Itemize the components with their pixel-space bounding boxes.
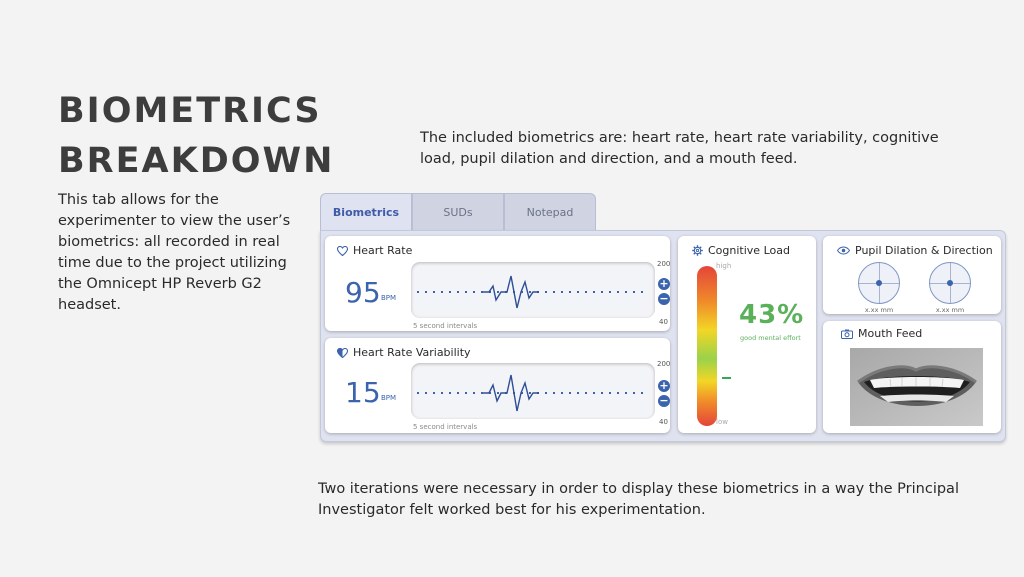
- hrv-graph: [411, 363, 655, 419]
- page-title: BIOMETRICS BREAKDOWN: [58, 86, 334, 186]
- cognitive-load-title: Cognitive Load: [692, 244, 790, 257]
- left-description: This tab allows for the experimenter to …: [58, 192, 291, 313]
- tab-notepad-label: Notepad: [526, 206, 574, 219]
- cognitive-load-state: good mental effort: [740, 334, 801, 342]
- cognitive-load-percent: 43%: [739, 300, 805, 330]
- left-pupil-indicator: [858, 262, 900, 304]
- camera-icon: [841, 329, 853, 339]
- hrv-zoom-out-button[interactable]: −: [658, 394, 670, 407]
- hrv-value: 15: [345, 376, 381, 409]
- cognitive-load-label: Cognitive Load: [708, 244, 790, 257]
- page-title-line2: BREAKDOWN: [58, 141, 335, 181]
- right-pupil-dot: [947, 280, 953, 286]
- heart-rate-waveform: [417, 275, 649, 309]
- tab-biometrics[interactable]: Biometrics: [320, 193, 412, 231]
- hrv-zoom-in-button[interactable]: +: [658, 379, 670, 392]
- pupil-label: Pupil Dilation & Direction: [855, 244, 993, 257]
- cognitive-load-card: Cognitive Load high low 43% good mental …: [678, 236, 816, 433]
- biometrics-panel: Heart Rate 95 BPM 200 40 + − 5 second in…: [320, 230, 1006, 442]
- left-pupil-value: x.xx mm: [864, 306, 894, 314]
- right-pupil-value: x.xx mm: [935, 306, 965, 314]
- page-title-line1: BIOMETRICS: [58, 91, 322, 131]
- gauge-low-label: low: [716, 418, 728, 426]
- tab-suds-label: SUDs: [443, 206, 473, 219]
- gear-icon: [692, 245, 703, 256]
- heart-rate-label: Heart Rate: [353, 244, 413, 257]
- hrv-unit: BPM: [381, 394, 397, 402]
- hrv-waveform: [417, 374, 649, 412]
- heart-rate-scale-max: 200: [657, 260, 671, 268]
- top-description: The included biometrics are: heart rate,…: [420, 130, 939, 167]
- hrv-interval-label: 5 second intervals: [413, 423, 478, 431]
- mouth-feed-card: Mouth Feed: [823, 321, 1001, 433]
- heart-rate-title: Heart Rate: [337, 244, 412, 257]
- bottom-description: Two iterations were necessary in order t…: [318, 481, 959, 518]
- hrv-label: Heart Rate Variability: [353, 346, 471, 359]
- heart-rate-graph: [411, 262, 655, 318]
- mouth-feed-title: Mouth Feed: [841, 327, 922, 340]
- right-pupil-indicator: [929, 262, 971, 304]
- left-pupil-dot: [876, 280, 882, 286]
- heart-rate-zoom-in-button[interactable]: +: [658, 277, 670, 290]
- eye-icon: [837, 246, 850, 255]
- heart-rate-value: 95: [345, 276, 381, 309]
- mouth-feed-video: [850, 348, 983, 426]
- hrv-card: Heart Rate Variability 15 BPM 200 40 + −…: [325, 338, 670, 433]
- heart-rate-unit: BPM: [381, 294, 397, 302]
- tab-notepad[interactable]: Notepad: [504, 193, 596, 231]
- tab-biometrics-label: Biometrics: [332, 206, 400, 219]
- cognitive-load-gauge: [697, 266, 717, 426]
- heart-rate-interval-label: 5 second intervals: [413, 322, 478, 330]
- heart-rate-card: Heart Rate 95 BPM 200 40 + − 5 second in…: [325, 236, 670, 331]
- gauge-level-marker: [722, 377, 731, 380]
- heart-half-icon: [337, 347, 348, 358]
- heart-outline-icon: [337, 245, 348, 256]
- hrv-title: Heart Rate Variability: [337, 346, 471, 359]
- mouth-feed-label: Mouth Feed: [858, 327, 923, 340]
- tab-suds[interactable]: SUDs: [412, 193, 504, 231]
- heart-rate-scale-min: 40: [659, 318, 668, 326]
- pupil-title: Pupil Dilation & Direction: [837, 244, 993, 257]
- heart-rate-zoom-out-button[interactable]: −: [658, 292, 670, 305]
- gauge-high-label: high: [716, 262, 732, 270]
- hrv-scale-max: 200: [657, 360, 671, 368]
- hrv-scale-min: 40: [659, 418, 668, 426]
- pupil-card: Pupil Dilation & Direction x.xx mm x.xx …: [823, 236, 1001, 314]
